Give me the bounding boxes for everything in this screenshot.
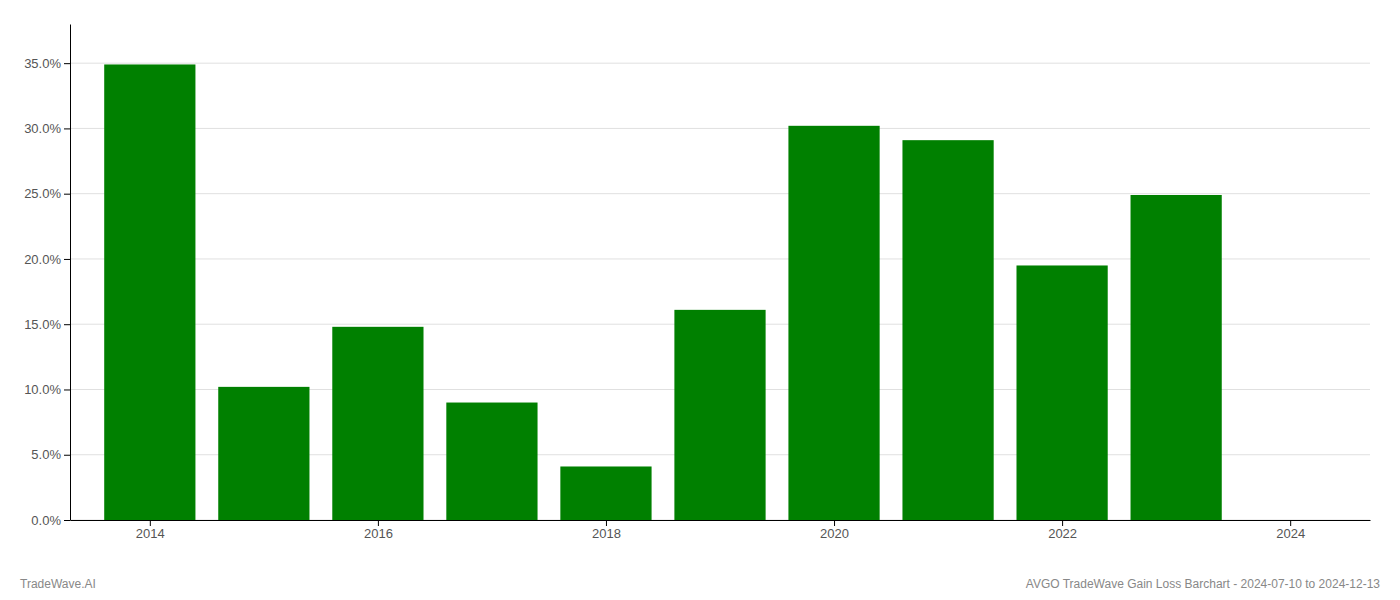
y-tick-label: 5.0% xyxy=(31,447,61,462)
y-tick: 0.0% xyxy=(31,513,70,528)
x-tick-mark xyxy=(1290,520,1291,526)
bar xyxy=(560,466,651,520)
y-tick-mark xyxy=(64,455,70,456)
grid-line xyxy=(70,193,1370,194)
x-tick-mark xyxy=(378,520,379,526)
bar xyxy=(218,387,309,520)
grid-line xyxy=(70,63,1370,64)
x-tick: 2020 xyxy=(820,520,849,541)
y-tick-mark xyxy=(64,63,70,64)
x-axis: 2014 2016 2018 2020 2022 2024 xyxy=(71,520,1371,541)
bar xyxy=(446,403,537,520)
chart: 2014 2016 2018 2020 2022 2024 0.0% 5.0% 10.0% 15.… xyxy=(0,0,1400,600)
y-tick-mark xyxy=(64,324,70,325)
y-tick: 30.0% xyxy=(24,121,70,136)
bar xyxy=(1131,195,1222,520)
x-tick: 2022 xyxy=(1048,520,1077,541)
footer-left: TradeWave.AI xyxy=(20,577,96,591)
y-tick: 20.0% xyxy=(24,252,70,267)
x-tick-mark xyxy=(150,520,151,526)
x-tick-mark xyxy=(606,520,607,526)
y-tick-label: 25.0% xyxy=(24,186,61,201)
y-tick: 10.0% xyxy=(24,382,70,397)
bars xyxy=(104,64,1222,520)
footer-right: AVGO TradeWave Gain Loss Barchart - 2024… xyxy=(1026,577,1381,591)
y-tick-mark xyxy=(64,520,70,521)
y-tick-label: 20.0% xyxy=(24,252,61,267)
bar xyxy=(104,64,195,520)
y-tick-mark xyxy=(64,128,70,129)
x-tick: 2014 xyxy=(136,520,165,541)
y-tick-label: 35.0% xyxy=(24,56,61,71)
x-tick: 2018 xyxy=(592,520,621,541)
x-tick-mark xyxy=(1062,520,1063,526)
bar xyxy=(902,140,993,520)
y-tick-label: 0.0% xyxy=(31,513,61,528)
y-axis: 0.0% 5.0% 10.0% 15.0% 20.0% 25.0% 30.0% 35.0% xyxy=(24,25,70,528)
x-axis-line xyxy=(71,520,1371,521)
x-tick: 2024 xyxy=(1276,520,1305,541)
bar xyxy=(332,327,423,520)
plot: 2014 2016 2018 2020 2022 2024 0.0% 5.0% 10.0% 15.… xyxy=(24,25,1370,542)
bar xyxy=(674,310,765,520)
x-tick-label: 2018 xyxy=(592,526,621,541)
y-tick-mark xyxy=(64,194,70,195)
grid xyxy=(70,63,1370,520)
y-tick: 5.0% xyxy=(31,447,70,462)
bar xyxy=(788,126,879,520)
y-tick: 15.0% xyxy=(24,317,70,332)
x-tick-mark xyxy=(834,520,835,526)
y-tick: 35.0% xyxy=(24,56,70,71)
y-tick-label: 30.0% xyxy=(24,121,61,136)
x-tick-label: 2024 xyxy=(1276,526,1305,541)
y-tick: 25.0% xyxy=(24,186,70,201)
x-tick-label: 2020 xyxy=(820,526,849,541)
y-tick-mark xyxy=(64,389,70,390)
grid-line xyxy=(70,128,1370,129)
x-tick: 2016 xyxy=(364,520,393,541)
x-tick-label: 2016 xyxy=(364,526,393,541)
x-tick-label: 2014 xyxy=(136,526,165,541)
y-tick-mark xyxy=(64,259,70,260)
y-axis-line xyxy=(70,25,71,521)
bar xyxy=(1016,265,1107,520)
x-tick-label: 2022 xyxy=(1048,526,1077,541)
y-tick-label: 15.0% xyxy=(24,317,61,332)
y-tick-label: 10.0% xyxy=(24,382,61,397)
